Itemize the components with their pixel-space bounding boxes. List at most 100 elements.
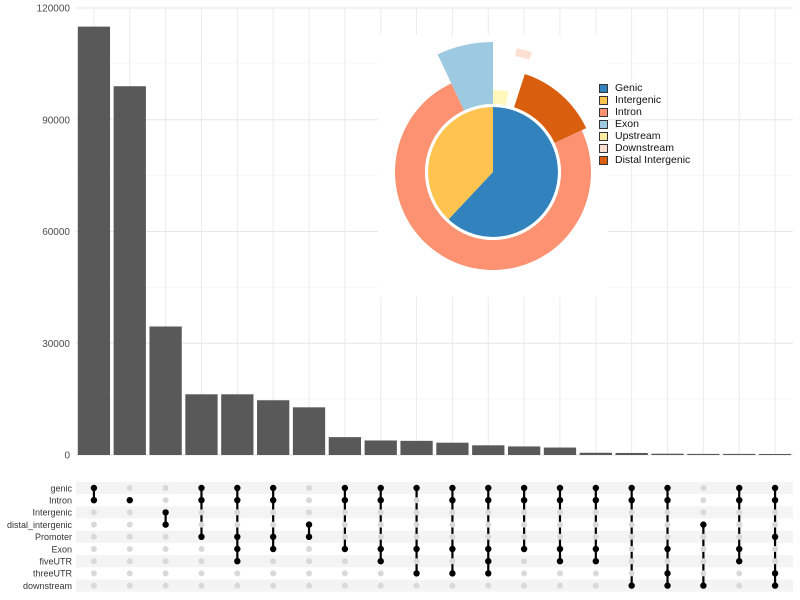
matrix-dot-inactive bbox=[341, 558, 348, 565]
legend-swatch bbox=[599, 95, 608, 105]
matrix-dot-inactive bbox=[377, 509, 384, 516]
matrix-dot-inactive bbox=[413, 558, 420, 565]
matrix-dot-active bbox=[556, 558, 564, 565]
bar bbox=[758, 453, 792, 455]
matrix-dot-inactive bbox=[449, 521, 456, 528]
matrix-dot-active bbox=[736, 545, 743, 553]
bar bbox=[400, 440, 433, 455]
matrix-dot-inactive bbox=[521, 582, 528, 589]
matrix-dot-inactive bbox=[449, 582, 456, 589]
matrix-dot-inactive bbox=[700, 558, 707, 565]
matrix-dot-active bbox=[664, 582, 671, 589]
matrix-dot-active bbox=[771, 582, 779, 589]
matrix-dot-inactive bbox=[341, 509, 348, 516]
matrix-dot-inactive bbox=[162, 546, 169, 552]
legend-swatch bbox=[599, 131, 608, 141]
matrix-dot-active bbox=[234, 545, 241, 553]
y-tick-label: 0 bbox=[64, 451, 70, 462]
legend-item: Exon bbox=[599, 118, 690, 130]
matrix-dot-active bbox=[485, 570, 492, 577]
matrix-dot-inactive bbox=[341, 533, 348, 540]
matrix-dot-active bbox=[771, 570, 779, 577]
matrix-dot-inactive bbox=[306, 485, 313, 491]
pie-outer-slice bbox=[514, 74, 587, 144]
legend-label: Intron bbox=[615, 106, 642, 118]
matrix-dot-inactive bbox=[736, 533, 743, 540]
matrix-dot-inactive bbox=[126, 485, 133, 491]
matrix-dot-inactive bbox=[628, 558, 635, 565]
matrix-dot-inactive bbox=[700, 570, 707, 577]
set-label: fiveUTR bbox=[39, 557, 72, 567]
pie-ring-separator bbox=[425, 104, 561, 240]
matrix-dot-active bbox=[700, 582, 707, 589]
matrix-dot-inactive bbox=[90, 558, 97, 565]
set-label: distal_intergenic bbox=[7, 520, 73, 530]
matrix-dot-active bbox=[485, 484, 492, 492]
matrix-dot-inactive bbox=[162, 485, 169, 491]
matrix-dot-inactive bbox=[521, 533, 528, 540]
matrix-dot-inactive bbox=[736, 582, 743, 589]
matrix-dot-inactive bbox=[234, 582, 241, 589]
matrix-dot-active bbox=[592, 545, 600, 553]
legend-label: Distal Intergenic bbox=[615, 154, 691, 166]
matrix-dot-inactive bbox=[234, 509, 241, 516]
matrix-dot-inactive bbox=[270, 570, 277, 577]
bar bbox=[543, 447, 577, 455]
matrix-dot-active bbox=[269, 497, 277, 504]
matrix-dot-inactive bbox=[234, 570, 241, 577]
bar bbox=[257, 400, 290, 455]
matrix-dot-inactive bbox=[306, 509, 313, 516]
matrix-dot-inactive bbox=[270, 521, 277, 528]
matrix-dot-active bbox=[413, 545, 420, 553]
legend-label: Intergenic bbox=[615, 94, 662, 106]
matrix-dot-inactive bbox=[736, 570, 743, 577]
set-label: threeUTR bbox=[33, 569, 73, 579]
bar bbox=[113, 86, 146, 455]
matrix-dot-active bbox=[664, 484, 671, 492]
matrix-dot-inactive bbox=[736, 521, 743, 528]
matrix-dot-active bbox=[449, 545, 456, 553]
matrix-dot-active bbox=[198, 484, 205, 492]
legend-item: Upstream bbox=[599, 130, 690, 142]
set-label: Exon bbox=[51, 544, 72, 554]
matrix-dot-inactive bbox=[664, 521, 671, 528]
matrix-dot-inactive bbox=[341, 582, 348, 589]
matrix-dot-inactive bbox=[341, 521, 348, 528]
matrix-dot-active bbox=[771, 484, 779, 492]
matrix-dot-active bbox=[485, 497, 492, 504]
bar bbox=[149, 326, 182, 455]
matrix-dot-inactive bbox=[270, 582, 277, 589]
matrix-dot-inactive bbox=[413, 497, 420, 504]
matrix-dot-inactive bbox=[628, 509, 635, 516]
matrix-dot-inactive bbox=[592, 570, 599, 577]
matrix-dot-inactive bbox=[162, 570, 169, 577]
matrix-dot-active bbox=[520, 484, 528, 492]
matrix-dot-inactive bbox=[521, 509, 528, 516]
pie-outer-slice bbox=[395, 83, 591, 270]
matrix-dot-inactive bbox=[485, 509, 492, 516]
matrix-dot-active bbox=[162, 509, 169, 516]
matrix-dot-inactive bbox=[306, 497, 313, 504]
matrix-dot-active bbox=[90, 497, 98, 504]
matrix-dot-active bbox=[341, 484, 349, 492]
matrix-dot-inactive bbox=[90, 570, 97, 577]
matrix-stripe bbox=[76, 481, 793, 495]
matrix-dot-inactive bbox=[198, 558, 205, 565]
matrix-dot-inactive bbox=[234, 521, 241, 528]
legend-label: Upstream bbox=[615, 130, 661, 142]
bar bbox=[651, 453, 684, 455]
matrix-dot-inactive bbox=[377, 570, 384, 577]
matrix-dot-active bbox=[592, 558, 600, 565]
set-label: downstream bbox=[23, 581, 72, 591]
matrix-dot-inactive bbox=[628, 546, 635, 552]
set-label: Intergenic bbox=[32, 508, 72, 518]
matrix-dot-inactive bbox=[592, 521, 599, 528]
matrix-dot-inactive bbox=[162, 582, 169, 589]
matrix-dot-inactive bbox=[198, 570, 205, 577]
bar bbox=[472, 445, 505, 455]
matrix-dot-inactive bbox=[126, 582, 133, 589]
legend-item: Intron bbox=[599, 106, 690, 118]
matrix-dot-active bbox=[736, 497, 743, 504]
matrix-dot-active bbox=[664, 497, 671, 504]
matrix-dot-active bbox=[628, 582, 635, 589]
